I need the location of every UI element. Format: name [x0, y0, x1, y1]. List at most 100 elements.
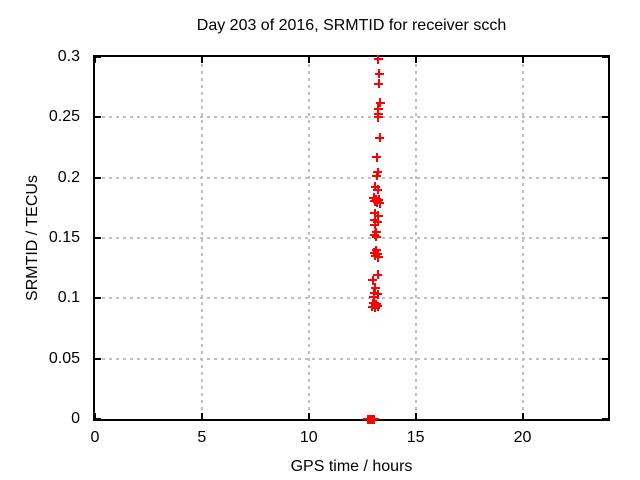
gridline-x-5 [200, 57, 203, 419]
data-point-marker [369, 248, 379, 258]
plus-marker-vbar [374, 182, 377, 192]
tick-top-x-10 [307, 57, 310, 63]
tick-left-y-0.1 [95, 297, 101, 300]
data-point-marker [373, 104, 383, 114]
tick-bottom-x-10 [307, 413, 310, 419]
tick-right-y-0.05 [602, 357, 608, 360]
tick-label-y-0.1: 0.1 [57, 289, 80, 307]
plus-marker-vbar [373, 215, 376, 225]
plus-marker-vbar [377, 112, 380, 122]
plus-marker-vbar [377, 54, 380, 64]
plus-marker-vbar [378, 69, 381, 79]
data-point-marker [370, 196, 380, 206]
tick-top-x-0 [94, 57, 96, 63]
data-point-marker [374, 79, 384, 89]
tick-label-y-0.3: 0.3 [57, 48, 80, 65]
data-point-marker [373, 54, 383, 64]
data-point-marker [370, 215, 380, 225]
plus-marker-vbar [377, 79, 380, 89]
tick-top-x-15 [414, 57, 417, 63]
data-point-marker [373, 270, 383, 280]
plus-marker-vbar [371, 302, 374, 312]
tick-left-y-0.2 [95, 176, 101, 179]
tick-label-x-0: 0 [90, 429, 100, 446]
tick-label-y-0.25: 0.25 [48, 108, 80, 126]
plus-marker-vbar [375, 232, 378, 242]
data-point-marker [373, 211, 383, 221]
data-point-marker [370, 182, 380, 192]
tick-label-y-0.2: 0.2 [57, 168, 80, 186]
data-point-marker [373, 289, 383, 299]
plus-marker-vbar [374, 251, 377, 261]
chart-title: Day 203 of 2016, SRMTID for receiver scc… [196, 17, 507, 34]
plus-marker-vbar [373, 196, 376, 206]
tick-label-x-5: 5 [197, 429, 207, 446]
plus-marker-vbar [372, 292, 375, 302]
plus-marker-vbar [376, 185, 379, 195]
plus-marker-vbar [375, 152, 378, 162]
data-point-marker [369, 193, 379, 203]
data-point-marker [367, 302, 377, 312]
tick-label-y-0: 0 [71, 410, 80, 427]
data-point-marker [374, 195, 384, 205]
tick-label-y-0.05: 0.05 [48, 349, 80, 367]
plus-marker-vbar [377, 104, 380, 114]
plus-marker-vbar [373, 414, 376, 424]
tick-left-y-0.25 [95, 116, 101, 119]
tick-right-y-0.15 [602, 237, 608, 239]
data-point-marker [373, 112, 383, 122]
tick-right-y-0.3 [602, 56, 608, 58]
data-point-marker [373, 252, 383, 262]
plus-marker-vbar [373, 220, 376, 230]
plus-marker-vbar [377, 195, 380, 205]
plus-marker-vbar [375, 171, 378, 181]
data-point-marker [370, 283, 380, 293]
plus-marker-vbar [376, 301, 379, 311]
plus-marker-vbar [378, 133, 381, 143]
data-point-marker [372, 171, 382, 181]
gridline-y-0.2 [95, 176, 608, 179]
tick-left-y-0.15 [95, 237, 101, 239]
data-point-marker [371, 245, 381, 255]
plus-marker-vbar [375, 245, 378, 255]
data-point-marker [370, 303, 380, 313]
tick-top-x-5 [200, 57, 203, 63]
data-point-marker [373, 217, 383, 227]
tick-bottom-x-5 [200, 413, 203, 419]
tick-right-y-0.2 [602, 176, 608, 179]
tick-left-y-0 [95, 418, 101, 420]
data-point-marker [370, 251, 380, 261]
tick-top-x-20 [521, 57, 524, 63]
plus-marker-vbar [373, 230, 376, 240]
tick-right-y-0.1 [602, 297, 608, 300]
plus-marker-vbar [373, 208, 376, 218]
plus-marker-vbar [376, 289, 379, 299]
gridline-y-0.05 [95, 357, 608, 360]
gridline-y-0.15 [95, 237, 608, 239]
tick-right-y-0 [602, 418, 608, 420]
data-point-marker [372, 197, 382, 207]
tick-left-y-0.3 [95, 56, 101, 58]
data-point-marker [369, 292, 379, 302]
plus-marker-vbar [376, 217, 379, 227]
data-point-marker [375, 98, 385, 108]
tick-label-x-20: 20 [513, 429, 532, 446]
gridline-x-10 [307, 57, 310, 419]
tick-bottom-x-15 [414, 413, 417, 419]
plus-marker-vbar [377, 252, 380, 262]
plus-marker-vbar [374, 303, 377, 313]
plus-marker-vbar [374, 283, 377, 293]
data-point-marker [371, 232, 381, 242]
plus-marker-vbar [377, 211, 380, 221]
tick-left-y-0.05 [95, 357, 101, 360]
tick-label-x-15: 15 [406, 429, 425, 446]
tick-bottom-x-0 [94, 413, 96, 419]
plus-marker-vbar [372, 193, 375, 203]
data-point-marker [369, 414, 379, 424]
data-point-marker [372, 152, 382, 162]
plus-marker-vbar [373, 248, 376, 258]
x-axis-title: GPS time / hours [290, 458, 413, 475]
plus-marker-vbar [376, 270, 379, 280]
plus-marker-vbar [371, 275, 374, 285]
